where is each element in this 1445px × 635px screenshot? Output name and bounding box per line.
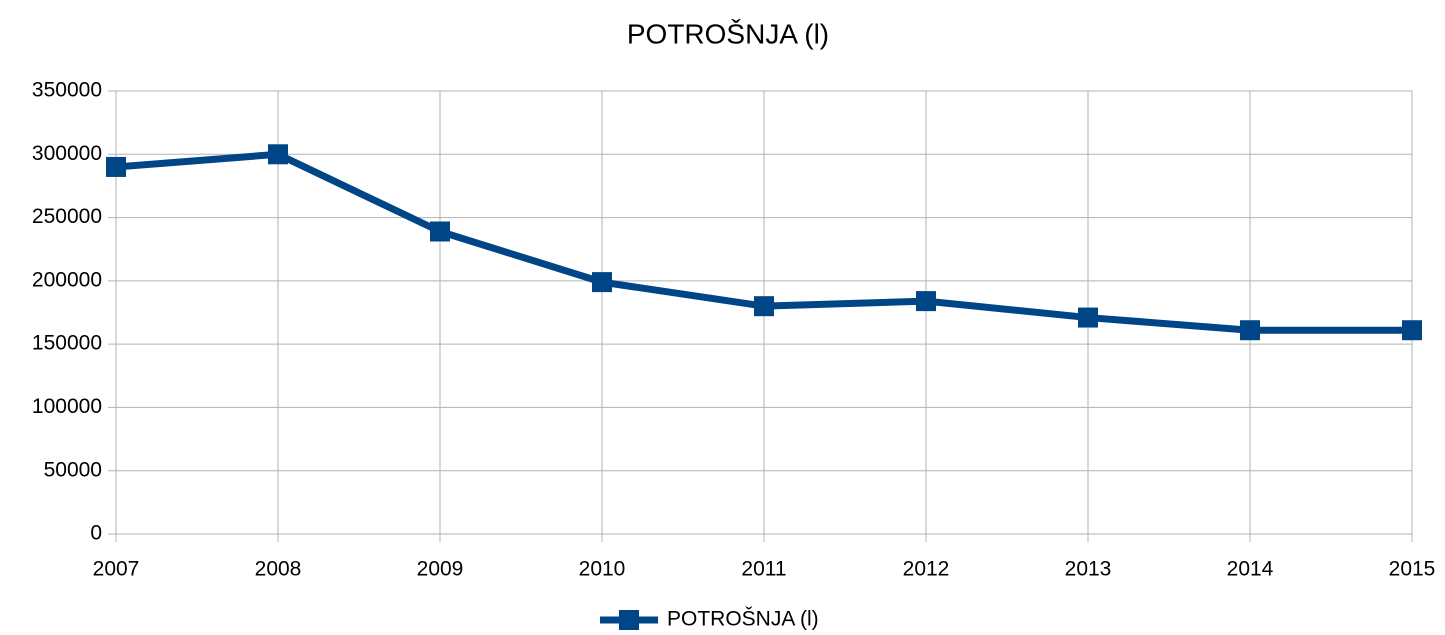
x-tick-label: 2008 xyxy=(255,558,302,581)
marker xyxy=(592,272,612,293)
x-tick-label: 2009 xyxy=(417,558,464,581)
marker xyxy=(1402,320,1422,341)
x-tick-label: 2013 xyxy=(1065,558,1112,581)
marker xyxy=(1240,320,1260,341)
marker xyxy=(106,156,126,177)
y-tick-label: 300000 xyxy=(32,142,102,165)
marker xyxy=(268,144,288,165)
x-tick-label: 2011 xyxy=(741,558,786,581)
marker xyxy=(1078,307,1098,328)
marker xyxy=(430,221,450,242)
y-tick-label: 100000 xyxy=(32,395,102,418)
marker xyxy=(754,296,774,317)
x-tick-label: 2015 xyxy=(1389,558,1436,581)
x-tick-label: 2010 xyxy=(579,558,626,581)
x-tick-label: 2012 xyxy=(903,558,950,581)
y-tick-label: 0 xyxy=(90,522,102,545)
y-tick-label: 50000 xyxy=(44,458,102,481)
marker xyxy=(916,291,936,312)
x-tick-label: 2007 xyxy=(93,558,140,581)
y-tick-label: 250000 xyxy=(32,205,102,228)
legend-label: POTROŠNJA (l) xyxy=(667,608,819,631)
chart-title: POTROŠNJA (l) xyxy=(627,18,829,49)
y-tick-label: 150000 xyxy=(32,332,102,355)
y-tick-label: 350000 xyxy=(32,79,102,102)
x-tick-label: 2014 xyxy=(1227,558,1274,581)
y-tick-label: 200000 xyxy=(32,268,102,291)
legend-marker xyxy=(619,610,639,630)
